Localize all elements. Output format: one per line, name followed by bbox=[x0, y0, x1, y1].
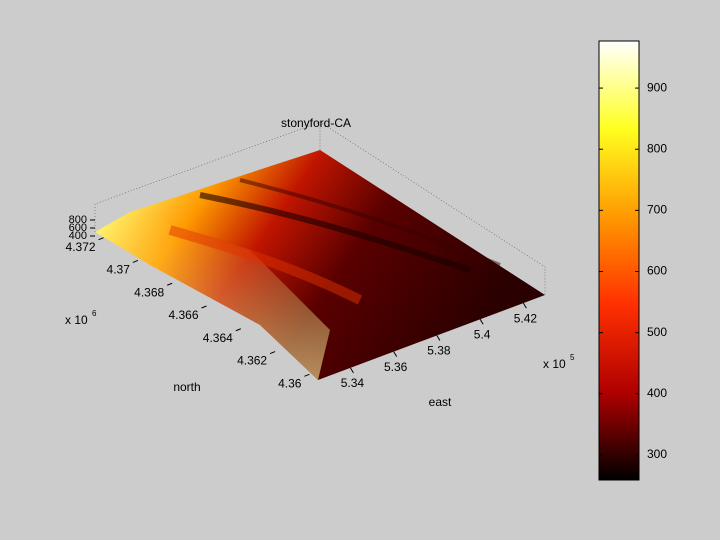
y-tick bbox=[167, 282, 173, 286]
colorbar-tick-label: 900 bbox=[647, 80, 667, 94]
y-tick bbox=[304, 373, 310, 377]
y-tick-label: 4.368 bbox=[134, 285, 164, 299]
x-axis-label: east bbox=[429, 395, 452, 409]
chart-title: stonyford-CA bbox=[281, 116, 351, 130]
colorbar-tick-label: 400 bbox=[647, 386, 667, 400]
colorbar bbox=[598, 40, 640, 481]
colorbar-tick-label: 600 bbox=[647, 264, 667, 278]
z-tick-label: 400 bbox=[69, 230, 87, 242]
y-tick-label: 4.364 bbox=[203, 331, 233, 345]
x-tick bbox=[393, 351, 398, 357]
z-tick-label: 600 bbox=[69, 222, 87, 234]
colorbar-tick-label: 700 bbox=[647, 203, 667, 217]
y-tick-label: 4.362 bbox=[237, 354, 267, 368]
colorbar-tick-label: 300 bbox=[647, 447, 667, 461]
colorbar-tick-label: 800 bbox=[647, 141, 667, 155]
y-tick-label: 4.366 bbox=[168, 308, 198, 322]
y-tick-label: 4.36 bbox=[278, 376, 302, 390]
x-tick-label: 5.4 bbox=[474, 327, 491, 341]
x-tick-label: 5.38 bbox=[427, 344, 451, 358]
y-tick bbox=[98, 237, 104, 241]
y-multiplier: x 10 bbox=[65, 313, 88, 327]
y-tick-label: 4.372 bbox=[66, 240, 96, 254]
colorbar-tick-label: 500 bbox=[647, 325, 667, 339]
x-tick-label: 5.34 bbox=[341, 376, 365, 390]
x-tick bbox=[349, 367, 354, 374]
axes-box bbox=[94, 121, 546, 295]
x-tick bbox=[436, 335, 441, 341]
y-tick-label: 4.37 bbox=[107, 263, 131, 277]
y-tick bbox=[132, 259, 139, 263]
x-tick bbox=[522, 302, 527, 309]
surface bbox=[95, 150, 545, 380]
x-multiplier: x 10 bbox=[543, 357, 566, 371]
y-exponent: 6 bbox=[92, 309, 97, 318]
x-tick-label: 5.36 bbox=[384, 360, 408, 374]
y-axis-label: north bbox=[173, 380, 200, 394]
y-tick bbox=[269, 351, 276, 355]
y-tick bbox=[235, 328, 241, 332]
x-exponent: 5 bbox=[570, 353, 575, 362]
y-tick bbox=[201, 305, 207, 309]
x-tick-label: 5.42 bbox=[514, 311, 538, 325]
x-tick bbox=[479, 319, 484, 325]
z-tick-label: 800 bbox=[69, 214, 87, 226]
